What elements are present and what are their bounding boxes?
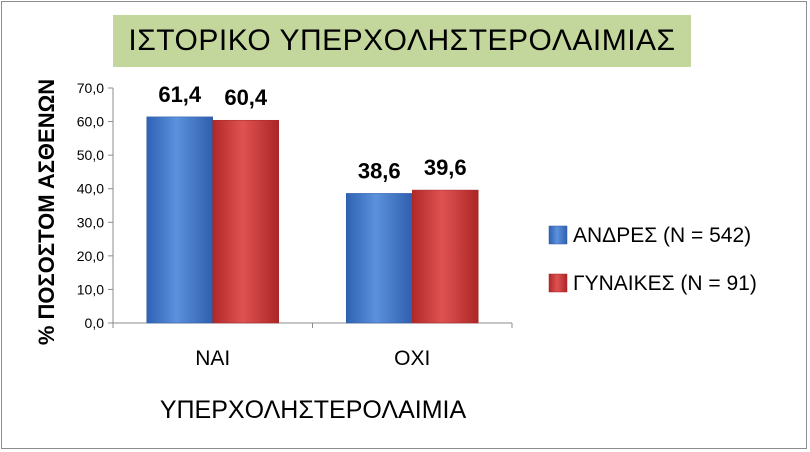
- legend-swatch: [548, 225, 568, 245]
- bars-group: [146, 116, 479, 324]
- y-tick-label: 10,0: [77, 281, 104, 297]
- y-tick-label: 30,0: [77, 214, 104, 230]
- axes: 0,0 10,0 20,0 30,0 40,0 50,0 60,0 70,0: [77, 80, 513, 331]
- x-tick-label: ΟΧΙ: [394, 347, 430, 370]
- legend: ΑΝΔΡΕΣ (N = 542) ΓΥΝΑΙΚΕΣ (N = 91): [548, 224, 757, 295]
- data-label: 61,4: [158, 82, 202, 107]
- y-tick-label: 50,0: [77, 147, 104, 163]
- bar: [146, 116, 213, 324]
- legend-label: ΑΝΔΡΕΣ (N = 542): [573, 224, 751, 247]
- y-tick-label: 40,0: [77, 181, 104, 197]
- legend-label: ΓΥΝΑΙΚΕΣ (N = 91): [573, 272, 757, 295]
- labels-group: 61,4 60,4 ΝΑΙ 38,6 39,6 ΟΧΙ ΥΠΕΡΧΟΛΗΣΤΕΡΟΛΑΙΜΙ…: [34, 79, 467, 424]
- data-label: 39,6: [424, 155, 467, 180]
- chart-title-box: ΙΣΤΟΡΙΚΟ ΥΠΕΡΧΟΛΗΣΤΕΡΟΛΑΙΜΙΑΣ: [113, 15, 691, 67]
- data-label: 38,6: [358, 158, 401, 183]
- y-tick-label: 60,0: [77, 114, 104, 130]
- x-axis-title: ΥΠΕΡΧΟΛΗΣΤΕΡΟΛΑΙΜΙΑ: [160, 396, 467, 424]
- y-tick-label: 20,0: [77, 248, 104, 264]
- bar: [346, 193, 413, 324]
- y-axis-title: % ΠΟΣΟΣΤΟΜ ΑΣΘΕΝΩΝ: [34, 79, 59, 345]
- y-tick-label: 0,0: [85, 315, 105, 331]
- chart-title: ΙΣΤΟΡΙΚΟ ΥΠΕΡΧΟΛΗΣΤΕΡΟΛΑΙΜΙΑΣ: [128, 24, 676, 57]
- bar: [412, 189, 479, 324]
- x-tick-label: ΝΑΙ: [195, 347, 230, 370]
- bar: [212, 119, 279, 324]
- data-label: 60,4: [224, 85, 268, 110]
- y-tick-label: 70,0: [77, 80, 104, 96]
- legend-swatch: [548, 273, 568, 293]
